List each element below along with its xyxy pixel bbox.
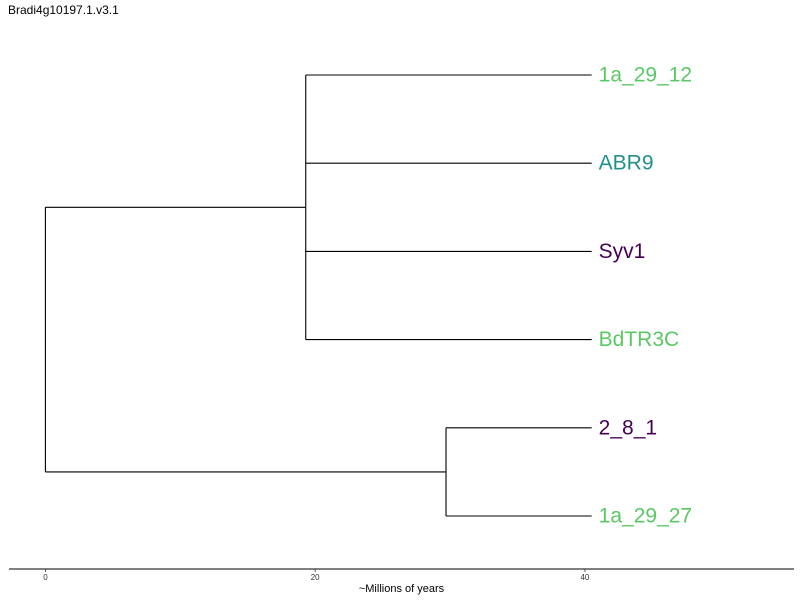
tip-label-1a_29_12: 1a_29_12: [599, 64, 692, 87]
x-tick-label-0: 0: [43, 573, 48, 582]
x-tick-label-40: 40: [580, 573, 589, 582]
tip-label-Syv1: Syv1: [599, 240, 646, 263]
chart-title: Bradi4g10197.1.v3.1: [8, 3, 119, 17]
tip-label-2_8_1: 2_8_1: [599, 416, 657, 439]
tip-label-BdTR3C: BdTR3C: [599, 328, 680, 351]
tip-label-1a_29_27: 1a_29_27: [599, 505, 692, 528]
x-tick-label-20: 20: [311, 573, 320, 582]
tip-label-ABR9: ABR9: [599, 152, 654, 175]
x-axis-title: ~Millions of years: [359, 583, 445, 595]
